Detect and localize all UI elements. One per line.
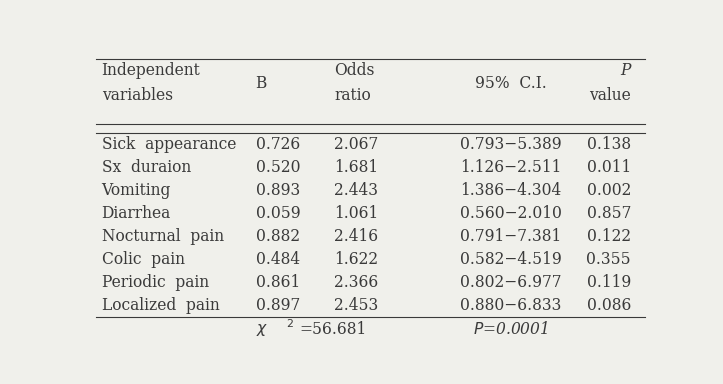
Text: 2.416: 2.416 [334, 228, 378, 245]
Text: $2$: $2$ [286, 317, 294, 329]
Text: value: value [589, 88, 631, 104]
Text: Nocturnal  pain: Nocturnal pain [101, 228, 223, 245]
Text: 0.002: 0.002 [586, 182, 631, 199]
Text: 2.067: 2.067 [334, 136, 378, 153]
Text: 1.681: 1.681 [334, 159, 378, 176]
Text: 0.791−7.381: 0.791−7.381 [460, 228, 561, 245]
Text: 0.011: 0.011 [587, 159, 631, 176]
Text: Sick  appearance: Sick appearance [101, 136, 236, 153]
Text: $P$=0.0001: $P$=0.0001 [473, 321, 548, 338]
Text: Colic  pain: Colic pain [101, 251, 184, 268]
Text: 0.119: 0.119 [587, 274, 631, 291]
Text: 2.453: 2.453 [334, 297, 378, 314]
Text: B: B [256, 74, 267, 91]
Text: 0.582−4.519: 0.582−4.519 [460, 251, 562, 268]
Text: Odds: Odds [334, 62, 375, 79]
Text: 0.857: 0.857 [586, 205, 631, 222]
Text: Localized  pain: Localized pain [101, 297, 219, 314]
Text: Independent: Independent [101, 62, 200, 79]
Text: variables: variables [101, 88, 173, 104]
Text: =56.681: =56.681 [299, 321, 367, 338]
Text: Sx  duraion: Sx duraion [101, 159, 191, 176]
Text: 0.355: 0.355 [586, 251, 631, 268]
Text: 0.861: 0.861 [256, 274, 300, 291]
Text: 0.893: 0.893 [256, 182, 300, 199]
Text: 1.126−2.511: 1.126−2.511 [460, 159, 561, 176]
Text: 2.366: 2.366 [334, 274, 378, 291]
Text: $\chi$: $\chi$ [256, 321, 268, 338]
Text: 0.138: 0.138 [587, 136, 631, 153]
Text: 2.443: 2.443 [334, 182, 378, 199]
Text: 0.059: 0.059 [256, 205, 300, 222]
Text: 0.560−2.010: 0.560−2.010 [460, 205, 562, 222]
Text: 1.061: 1.061 [334, 205, 378, 222]
Text: 0.897: 0.897 [256, 297, 300, 314]
Text: P: P [621, 62, 631, 79]
Text: 95%  C.I.: 95% C.I. [475, 74, 547, 91]
Text: 0.882: 0.882 [256, 228, 300, 245]
Text: 0.802−6.977: 0.802−6.977 [460, 274, 561, 291]
Text: 0.122: 0.122 [587, 228, 631, 245]
Text: 0.793−5.389: 0.793−5.389 [460, 136, 562, 153]
Text: 0.726: 0.726 [256, 136, 300, 153]
Text: 0.484: 0.484 [256, 251, 300, 268]
Text: 1.622: 1.622 [334, 251, 378, 268]
Text: 1.386−4.304: 1.386−4.304 [460, 182, 561, 199]
Text: Diarrhea: Diarrhea [101, 205, 171, 222]
Text: Vomiting: Vomiting [101, 182, 171, 199]
Text: Periodic  pain: Periodic pain [101, 274, 209, 291]
Text: 0.520: 0.520 [256, 159, 300, 176]
Text: 0.086: 0.086 [586, 297, 631, 314]
Text: ratio: ratio [334, 88, 371, 104]
Text: 0.880−6.833: 0.880−6.833 [460, 297, 561, 314]
